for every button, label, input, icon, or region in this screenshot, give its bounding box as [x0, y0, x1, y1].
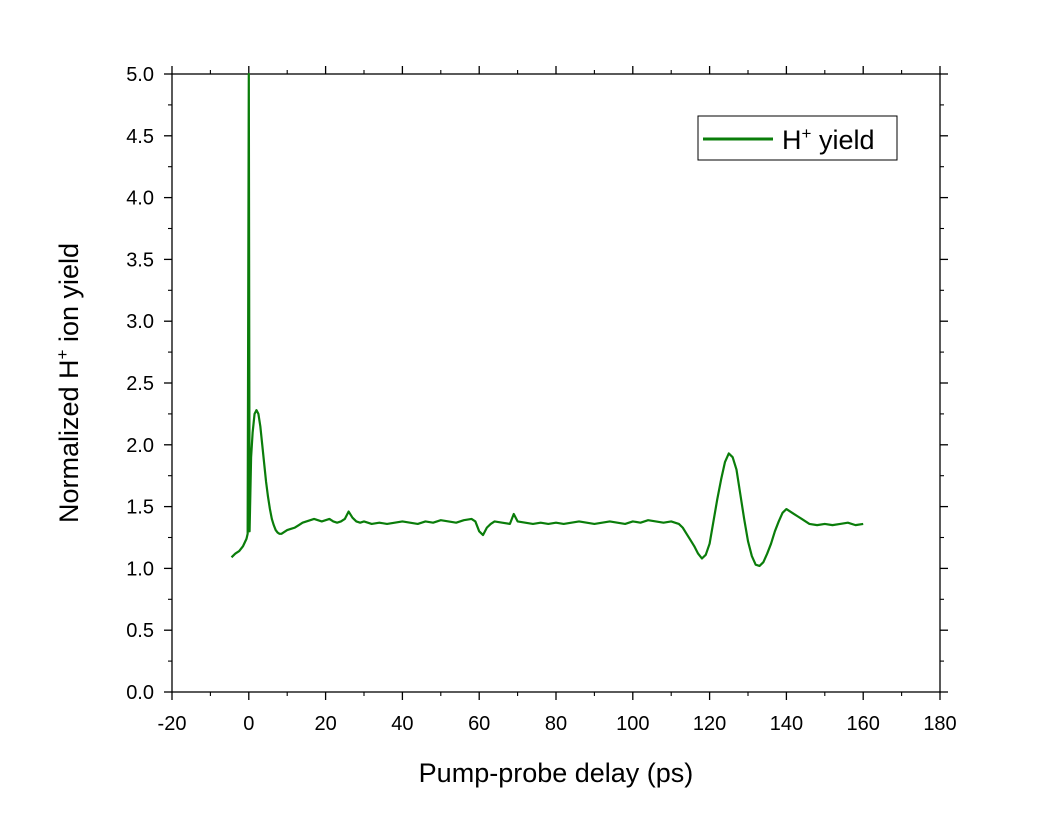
y-axis-title-superscript: +: [53, 349, 72, 359]
x-tick-label: 140: [770, 713, 803, 735]
x-tick-label: 40: [391, 713, 413, 735]
y-tick-label: 1.5: [126, 497, 154, 519]
series-line-h-plus-yield: [230, 72, 864, 568]
x-tick-label: 20: [314, 713, 336, 735]
legend-label: H+ yield: [782, 124, 874, 155]
y-tick-label: 2.5: [126, 373, 154, 395]
y-tick-labels: 0.0 0.5 1.0 1.5 2.0 2.5 3.0 3.5 4.0 4.5 5.0: [126, 64, 154, 704]
y-tick-label: 5.0: [126, 64, 154, 86]
x-tick-label: 80: [545, 713, 567, 735]
plot-frame: [171, 73, 941, 693]
x-tick-labels: -20 0 20 40 60 80 100 120 140 160 180: [158, 713, 957, 735]
x-tick-label: 60: [468, 713, 490, 735]
y-tick-label: 2.0: [126, 435, 154, 457]
y-tick-label: 3.0: [126, 311, 154, 333]
y-tick-label: 0.5: [126, 620, 154, 642]
x-tick-label: 180: [923, 713, 956, 735]
x-tick-label: 100: [616, 713, 649, 735]
x-tick-label: 120: [693, 713, 726, 735]
legend-label-superscript: +: [802, 124, 812, 143]
y-axis-title-main: Normalized H: [54, 359, 84, 523]
y-tick-label: 4.0: [126, 188, 154, 210]
y-tick-label: 4.5: [126, 126, 154, 148]
legend: H+ yield: [697, 115, 898, 161]
x-tick-label: 0: [243, 713, 254, 735]
y-tick-label: 3.5: [126, 249, 154, 271]
x-axis-title: Pump-probe delay (ps): [419, 758, 694, 788]
x-tick-label: -20: [158, 713, 187, 735]
y-axis-title-rest: ion yield: [54, 243, 84, 350]
x-tick-label: 160: [847, 713, 880, 735]
series-group: [230, 72, 864, 568]
y-axis: [164, 73, 948, 693]
plot-area: [171, 73, 941, 693]
y-axis-title: Normalized H+ ion yield: [53, 243, 84, 523]
y-tick-label: 1.0: [126, 558, 154, 580]
y-tick-label: 0.0: [126, 682, 154, 704]
legend-label-rest: yield: [811, 125, 874, 155]
legend-label-main: H: [782, 125, 802, 155]
x-axis: [171, 66, 941, 700]
